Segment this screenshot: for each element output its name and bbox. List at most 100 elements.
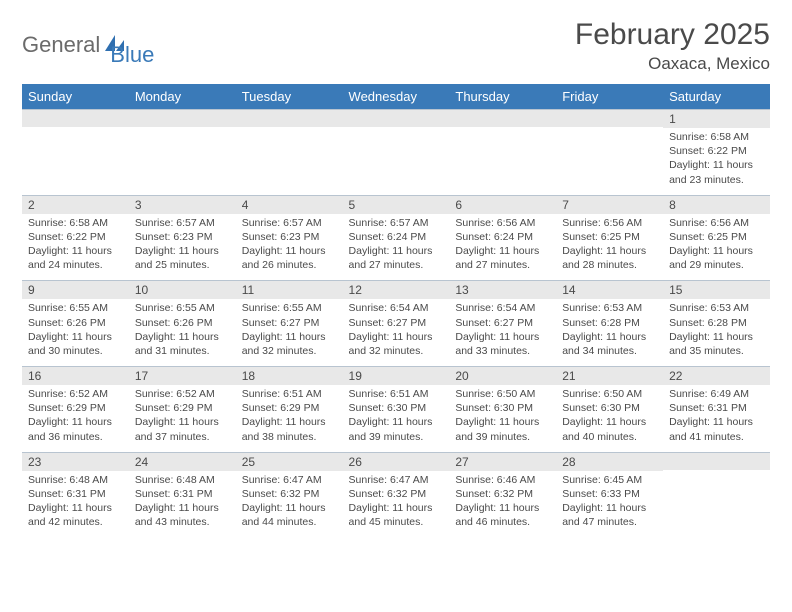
page-header: General Blue February 2025 Oaxaca, Mexic… (22, 18, 770, 74)
daylight-text: Daylight: 11 hours and 32 minutes. (242, 330, 337, 358)
sunrise-text: Sunrise: 6:56 AM (669, 216, 764, 230)
sunset-text: Sunset: 6:27 PM (455, 316, 550, 330)
sunrise-text: Sunrise: 6:52 AM (28, 387, 123, 401)
sunrise-text: Sunrise: 6:48 AM (28, 473, 123, 487)
day-cell: 14Sunrise: 6:53 AMSunset: 6:28 PMDayligh… (556, 281, 663, 367)
week-row: 2Sunrise: 6:58 AMSunset: 6:22 PMDaylight… (22, 195, 770, 281)
daylight-text: Daylight: 11 hours and 33 minutes. (455, 330, 550, 358)
day-cell: 2Sunrise: 6:58 AMSunset: 6:22 PMDaylight… (22, 195, 129, 281)
daylight-text: Daylight: 11 hours and 25 minutes. (135, 244, 230, 272)
calendar-table: Sunday Monday Tuesday Wednesday Thursday… (22, 84, 770, 537)
day-cell: 20Sunrise: 6:50 AMSunset: 6:30 PMDayligh… (449, 367, 556, 453)
week-row: 9Sunrise: 6:55 AMSunset: 6:26 PMDaylight… (22, 281, 770, 367)
sunrise-text: Sunrise: 6:50 AM (455, 387, 550, 401)
day-number: 28 (556, 453, 663, 471)
day-cell: 28Sunrise: 6:45 AMSunset: 6:33 PMDayligh… (556, 452, 663, 537)
day-cell: 23Sunrise: 6:48 AMSunset: 6:31 PMDayligh… (22, 452, 129, 537)
day-cell: 11Sunrise: 6:55 AMSunset: 6:27 PMDayligh… (236, 281, 343, 367)
day-data: Sunrise: 6:50 AMSunset: 6:30 PMDaylight:… (556, 385, 663, 452)
day-cell: 6Sunrise: 6:56 AMSunset: 6:24 PMDaylight… (449, 195, 556, 281)
sunrise-text: Sunrise: 6:57 AM (242, 216, 337, 230)
day-data: Sunrise: 6:47 AMSunset: 6:32 PMDaylight:… (236, 471, 343, 538)
day-cell: 10Sunrise: 6:55 AMSunset: 6:26 PMDayligh… (129, 281, 236, 367)
sunrise-text: Sunrise: 6:57 AM (349, 216, 444, 230)
day-number: 9 (22, 281, 129, 299)
sunset-text: Sunset: 6:30 PM (562, 401, 657, 415)
month-title: February 2025 (575, 18, 770, 52)
day-number: 3 (129, 196, 236, 214)
sunset-text: Sunset: 6:26 PM (135, 316, 230, 330)
sunset-text: Sunset: 6:28 PM (562, 316, 657, 330)
sunset-text: Sunset: 6:30 PM (455, 401, 550, 415)
day-data: Sunrise: 6:57 AMSunset: 6:23 PMDaylight:… (129, 214, 236, 281)
day-number: 17 (129, 367, 236, 385)
logo: General Blue (22, 22, 154, 68)
day-cell: 18Sunrise: 6:51 AMSunset: 6:29 PMDayligh… (236, 367, 343, 453)
day-data: Sunrise: 6:53 AMSunset: 6:28 PMDaylight:… (556, 299, 663, 366)
sunset-text: Sunset: 6:32 PM (349, 487, 444, 501)
daylight-text: Daylight: 11 hours and 38 minutes. (242, 415, 337, 443)
day-data: Sunrise: 6:56 AMSunset: 6:25 PMDaylight:… (556, 214, 663, 281)
logo-text-general: General (22, 32, 100, 58)
sunrise-text: Sunrise: 6:55 AM (28, 301, 123, 315)
day-data: Sunrise: 6:55 AMSunset: 6:27 PMDaylight:… (236, 299, 343, 366)
sunset-text: Sunset: 6:24 PM (455, 230, 550, 244)
daylight-text: Daylight: 11 hours and 34 minutes. (562, 330, 657, 358)
daylight-text: Daylight: 11 hours and 44 minutes. (242, 501, 337, 529)
dow-saturday: Saturday (663, 84, 770, 110)
sunrise-text: Sunrise: 6:46 AM (455, 473, 550, 487)
day-number: 1 (663, 110, 770, 128)
day-cell: 1Sunrise: 6:58 AMSunset: 6:22 PMDaylight… (663, 110, 770, 196)
sunrise-text: Sunrise: 6:58 AM (669, 130, 764, 144)
day-data: Sunrise: 6:51 AMSunset: 6:29 PMDaylight:… (236, 385, 343, 452)
sunset-text: Sunset: 6:32 PM (242, 487, 337, 501)
day-cell: 21Sunrise: 6:50 AMSunset: 6:30 PMDayligh… (556, 367, 663, 453)
day-data: Sunrise: 6:51 AMSunset: 6:30 PMDaylight:… (343, 385, 450, 452)
daylight-text: Daylight: 11 hours and 27 minutes. (349, 244, 444, 272)
day-data: Sunrise: 6:45 AMSunset: 6:33 PMDaylight:… (556, 471, 663, 538)
day-cell: 8Sunrise: 6:56 AMSunset: 6:25 PMDaylight… (663, 195, 770, 281)
daylight-text: Daylight: 11 hours and 45 minutes. (349, 501, 444, 529)
dow-friday: Friday (556, 84, 663, 110)
sunset-text: Sunset: 6:31 PM (135, 487, 230, 501)
day-cell: 15Sunrise: 6:53 AMSunset: 6:28 PMDayligh… (663, 281, 770, 367)
logo-text-blue: Blue (110, 42, 154, 68)
daylight-text: Daylight: 11 hours and 47 minutes. (562, 501, 657, 529)
dow-monday: Monday (129, 84, 236, 110)
sunrise-text: Sunrise: 6:53 AM (669, 301, 764, 315)
day-cell (22, 110, 129, 196)
week-row: 16Sunrise: 6:52 AMSunset: 6:29 PMDayligh… (22, 367, 770, 453)
daylight-text: Daylight: 11 hours and 26 minutes. (242, 244, 337, 272)
sunrise-text: Sunrise: 6:55 AM (242, 301, 337, 315)
day-data: Sunrise: 6:57 AMSunset: 6:24 PMDaylight:… (343, 214, 450, 281)
daylight-text: Daylight: 11 hours and 29 minutes. (669, 244, 764, 272)
day-data: Sunrise: 6:52 AMSunset: 6:29 PMDaylight:… (129, 385, 236, 452)
week-row: 23Sunrise: 6:48 AMSunset: 6:31 PMDayligh… (22, 452, 770, 537)
sunset-text: Sunset: 6:32 PM (455, 487, 550, 501)
sunrise-text: Sunrise: 6:54 AM (455, 301, 550, 315)
day-data: Sunrise: 6:56 AMSunset: 6:25 PMDaylight:… (663, 214, 770, 281)
sunset-text: Sunset: 6:25 PM (562, 230, 657, 244)
sunrise-text: Sunrise: 6:58 AM (28, 216, 123, 230)
day-number: 13 (449, 281, 556, 299)
day-number: 2 (22, 196, 129, 214)
daylight-text: Daylight: 11 hours and 31 minutes. (135, 330, 230, 358)
day-data: Sunrise: 6:55 AMSunset: 6:26 PMDaylight:… (129, 299, 236, 366)
sunset-text: Sunset: 6:33 PM (562, 487, 657, 501)
title-block: February 2025 Oaxaca, Mexico (575, 18, 770, 74)
day-data: Sunrise: 6:47 AMSunset: 6:32 PMDaylight:… (343, 471, 450, 538)
sunrise-text: Sunrise: 6:49 AM (669, 387, 764, 401)
dow-tuesday: Tuesday (236, 84, 343, 110)
sunrise-text: Sunrise: 6:50 AM (562, 387, 657, 401)
sunrise-text: Sunrise: 6:56 AM (455, 216, 550, 230)
day-number: 11 (236, 281, 343, 299)
day-number: 5 (343, 196, 450, 214)
daylight-text: Daylight: 11 hours and 23 minutes. (669, 158, 764, 186)
daylight-text: Daylight: 11 hours and 30 minutes. (28, 330, 123, 358)
dow-sunday: Sunday (22, 84, 129, 110)
day-data: Sunrise: 6:50 AMSunset: 6:30 PMDaylight:… (449, 385, 556, 452)
day-data: Sunrise: 6:58 AMSunset: 6:22 PMDaylight:… (22, 214, 129, 281)
location-label: Oaxaca, Mexico (575, 54, 770, 74)
sunset-text: Sunset: 6:29 PM (242, 401, 337, 415)
day-cell (236, 110, 343, 196)
